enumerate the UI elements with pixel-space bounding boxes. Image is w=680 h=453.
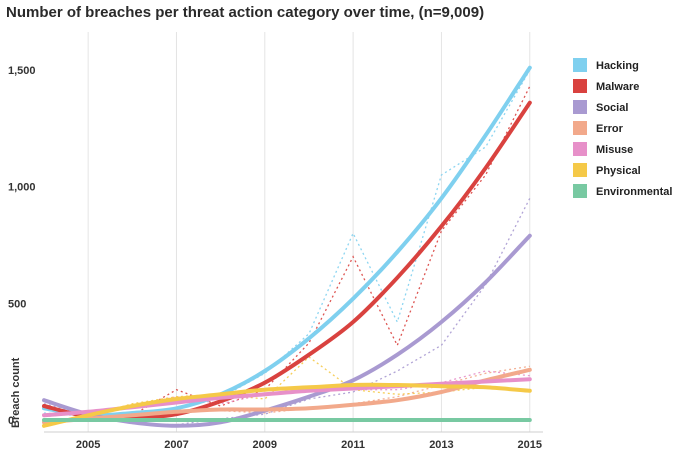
legend: Hacking Malware Social Error Misuse Physical E… [573, 58, 672, 198]
x-tick-labels: 2005 2007 2009 2011 2013 2015 [76, 439, 542, 451]
x-tick-label-2005: 2005 [76, 439, 100, 451]
x-tick-label-2007: 2007 [164, 439, 188, 451]
series-trend-social [42, 233, 532, 428]
legend-swatch-hacking [573, 58, 587, 72]
legend-label-environmental: Environmental [596, 186, 672, 198]
y-tick-label-1000: 1,000 [8, 182, 36, 194]
series-trend-physical [42, 382, 532, 428]
legend-swatch-misuse [573, 142, 587, 156]
legend-label-physical: Physical [596, 165, 641, 177]
y-tick-labels: 0 500 1,000 1,500 [8, 65, 36, 427]
series-trend-hacking [42, 65, 532, 418]
legend-label-error: Error [596, 123, 624, 135]
series-trend-error [42, 367, 532, 425]
series-actual-hacking [43, 69, 531, 418]
y-tick-label-1500: 1,500 [8, 65, 36, 77]
legend-label-social: Social [596, 102, 628, 114]
y-tick-label-0: 0 [8, 415, 14, 427]
x-tick-label-2009: 2009 [253, 439, 277, 451]
chart-title: Number of breaches per threat action cat… [6, 4, 485, 21]
legend-swatch-error [573, 121, 587, 135]
y-tick-label-500: 500 [8, 298, 26, 310]
legend-label-malware: Malware [596, 81, 639, 93]
trend-series [42, 65, 532, 428]
legend-swatch-social [573, 100, 587, 114]
x-tick-label-2015: 2015 [518, 439, 542, 451]
grid-lines [87, 32, 531, 432]
x-tick-label-2011: 2011 [341, 439, 365, 451]
legend-swatch-physical [573, 163, 587, 177]
legend-label-misuse: Misuse [596, 144, 633, 156]
legend-label-hacking: Hacking [596, 60, 639, 72]
legend-swatch-malware [573, 79, 587, 93]
series-trend-malware [42, 100, 532, 420]
x-tick-label-2013: 2013 [429, 439, 453, 451]
y-axis-title: Breach count [10, 357, 22, 428]
legend-swatch-environmental [573, 184, 587, 198]
